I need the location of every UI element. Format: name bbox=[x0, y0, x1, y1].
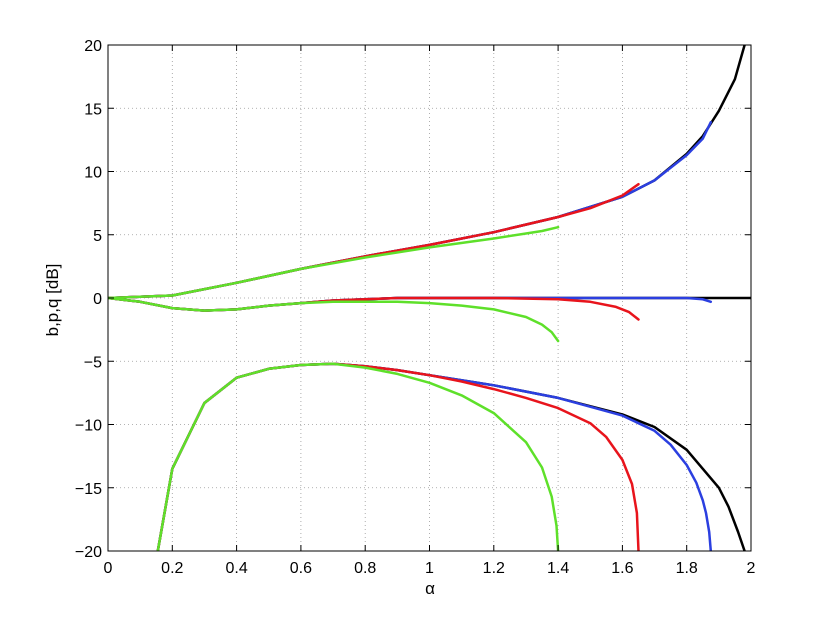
y-tick-labels: −20 −15 −10 −5 0 5 10 15 20 bbox=[75, 38, 102, 561]
y-tick-label: −5 bbox=[84, 354, 102, 371]
y-axis-label: b,p,q [dB] bbox=[43, 264, 62, 337]
series-group bbox=[108, 45, 751, 551]
x-tick-label: 1.6 bbox=[611, 560, 633, 577]
y-tick-label: −20 bbox=[75, 544, 102, 561]
x-tick-label: 0.6 bbox=[290, 560, 312, 577]
y-tick-label: 10 bbox=[84, 165, 102, 182]
x-tick-label: 0 bbox=[104, 560, 113, 577]
y-tick-label: −15 bbox=[75, 481, 102, 498]
series-line-lower bbox=[156, 362, 560, 551]
y-tick-label: 5 bbox=[93, 228, 102, 245]
x-tick-label: 0.8 bbox=[354, 560, 376, 577]
x-tick-label: 0.2 bbox=[161, 560, 183, 577]
x-axis-label: α bbox=[425, 579, 435, 598]
x-tick-label: 1.8 bbox=[676, 560, 698, 577]
x-tick-label: 1.2 bbox=[483, 560, 505, 577]
x-tick-labels: 0 0.2 0.4 0.6 0.8 1 1.2 1.4 1.6 1.8 2 bbox=[104, 560, 756, 577]
y-tick-label: 0 bbox=[93, 291, 102, 308]
x-tick-label: 1.4 bbox=[547, 560, 569, 577]
series-line-middle bbox=[108, 296, 560, 343]
tick-marks bbox=[107, 44, 752, 552]
y-tick-label: 15 bbox=[84, 101, 102, 118]
x-tick-label: 1 bbox=[425, 560, 434, 577]
x-tick-label: 0.4 bbox=[225, 560, 247, 577]
series-line-upper bbox=[108, 225, 560, 300]
y-tick-label: 20 bbox=[84, 38, 102, 55]
y-tick-label: −10 bbox=[75, 418, 102, 435]
x-tick-label: 2 bbox=[747, 560, 756, 577]
